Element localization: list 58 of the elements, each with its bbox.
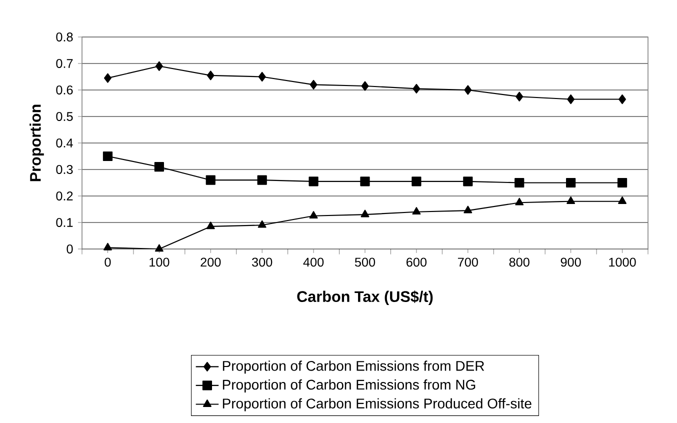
point <box>514 178 524 188</box>
point <box>566 196 576 204</box>
x-tick-label: 100 <box>150 258 170 267</box>
point <box>206 70 214 80</box>
point <box>257 175 267 185</box>
point <box>104 73 112 83</box>
point <box>412 207 421 215</box>
point <box>102 151 113 162</box>
x-tick-label: 700 <box>458 258 478 267</box>
x-tick-label: 0 <box>104 258 111 267</box>
point <box>309 211 318 219</box>
x-tick-label: 900 <box>560 258 581 267</box>
point <box>618 196 627 204</box>
y-tick-label: 0.1 <box>56 218 73 227</box>
point <box>360 176 370 186</box>
point <box>206 175 216 185</box>
y-tick-label: 0.6 <box>56 86 73 94</box>
x-tick-label: 800 <box>509 258 530 267</box>
point <box>308 176 318 186</box>
y-axis-title: Proportion <box>30 104 44 182</box>
point <box>360 210 370 218</box>
point <box>464 85 472 95</box>
point <box>515 198 524 206</box>
point <box>464 206 472 214</box>
y-tick-label: 0.2 <box>56 192 73 200</box>
legend-label: Proportion of Carbon Emissions from DER <box>222 360 484 374</box>
y-tick-label: 0.7 <box>56 59 73 68</box>
y-tick-label: 0.4 <box>56 138 73 148</box>
point <box>412 176 422 186</box>
point <box>567 94 575 104</box>
x-tick-label: 200 <box>200 258 221 267</box>
point <box>463 176 473 186</box>
y-tick-label: 0 <box>66 244 73 254</box>
x-tick-label: 1000 <box>609 258 636 267</box>
point <box>566 178 576 188</box>
y-tick-label: 0.5 <box>56 112 73 121</box>
point <box>206 222 215 230</box>
point <box>617 178 628 188</box>
legend-label: Proportion of Carbon Emissions from NG <box>222 379 476 392</box>
point <box>516 92 524 102</box>
point <box>104 242 112 250</box>
point <box>618 94 626 104</box>
point <box>361 81 369 91</box>
x-tick-label: 300 <box>252 258 272 267</box>
point <box>155 61 163 71</box>
x-axis-title: Carbon Tax (US$/t) <box>297 290 433 306</box>
y-tick-label: 0.8 <box>56 32 73 42</box>
x-tick-label: 500 <box>354 258 376 267</box>
point <box>310 80 318 90</box>
legend-label: Proportion of Carbon Emissions Produced Off-site <box>222 398 532 412</box>
point <box>154 162 164 172</box>
point <box>258 220 266 228</box>
point <box>154 244 164 252</box>
x-tick-label: 600 <box>406 258 427 267</box>
point <box>412 84 420 94</box>
point <box>258 72 266 82</box>
y-tick-label: 0.3 <box>56 165 73 174</box>
x-tick-label: 400 <box>303 258 324 267</box>
